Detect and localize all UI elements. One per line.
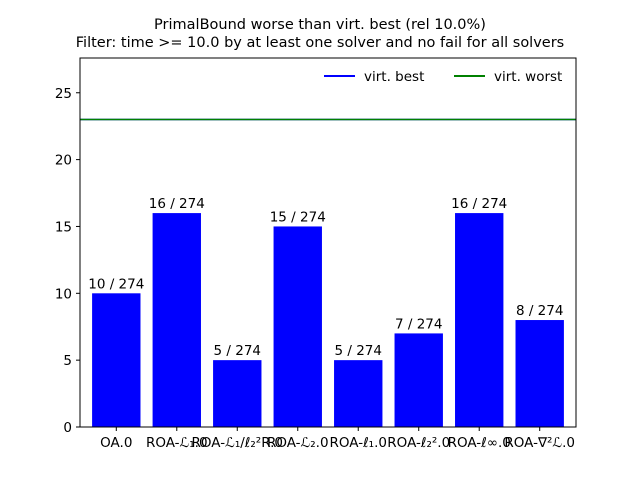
bar-value-label: 5 / 274 <box>214 343 262 359</box>
bar-2 <box>213 360 262 427</box>
legend-label-1: virt. worst <box>494 69 562 85</box>
bar-value-label: 15 / 274 <box>270 209 326 225</box>
y-tick-label: 5 <box>63 353 72 369</box>
y-axis: 0 5 10 15 20 25 <box>55 86 80 436</box>
x-tick-label: ROA-ℒ₂.0 <box>267 435 329 451</box>
x-tick-label: ROA-∇²ℒ.0 <box>504 435 575 451</box>
legend: virt. best virt. worst <box>324 69 562 85</box>
bar-value-label: 10 / 274 <box>88 276 144 292</box>
y-tick-label: 20 <box>55 153 72 169</box>
bar-0 <box>92 293 141 427</box>
y-tick-label: 15 <box>55 219 72 235</box>
bar-value-label: 7 / 274 <box>395 316 443 332</box>
x-tick-label: ROA-ℒ₁.0 <box>146 435 208 451</box>
bar-6 <box>455 213 504 427</box>
y-tick-label: 10 <box>55 286 72 302</box>
bar-5 <box>394 333 443 427</box>
x-tick-label: ROA-ℓ∞.0 <box>448 435 511 451</box>
plot-frame <box>79 57 577 428</box>
legend-label-0: virt. best <box>364 69 424 85</box>
bar-value-label: 5 / 274 <box>334 343 382 359</box>
x-tick-label: ROA-ℓ₁.0 <box>330 435 387 451</box>
bar-labels-group: 10 / 274 16 / 274 5 / 274 15 / 274 5 / 274 7 … <box>88 196 563 359</box>
x-tick-label: ROA-ℒ₁/ℓ₂²R.0 <box>192 435 283 451</box>
chart-title-line-1: PrimalBound worse than virt. best (rel 1… <box>154 17 486 33</box>
bar-1 <box>152 213 201 427</box>
bar-3 <box>273 226 322 427</box>
bar-7 <box>515 320 564 427</box>
bars-group <box>92 213 564 427</box>
x-tick-label: OA.0 <box>100 435 132 451</box>
x-tick-label: ROA-ℓ₂².0 <box>387 435 450 451</box>
bar-value-label: 16 / 274 <box>149 196 205 212</box>
chart-title-line-2: Filter: time >= 10.0 by at least one sol… <box>75 35 565 51</box>
y-tick-label: 0 <box>63 420 72 436</box>
bar-value-label: 16 / 274 <box>451 196 507 212</box>
bar-value-label: 8 / 274 <box>516 303 564 319</box>
bar-4 <box>334 360 383 427</box>
y-tick-label: 25 <box>55 86 72 102</box>
